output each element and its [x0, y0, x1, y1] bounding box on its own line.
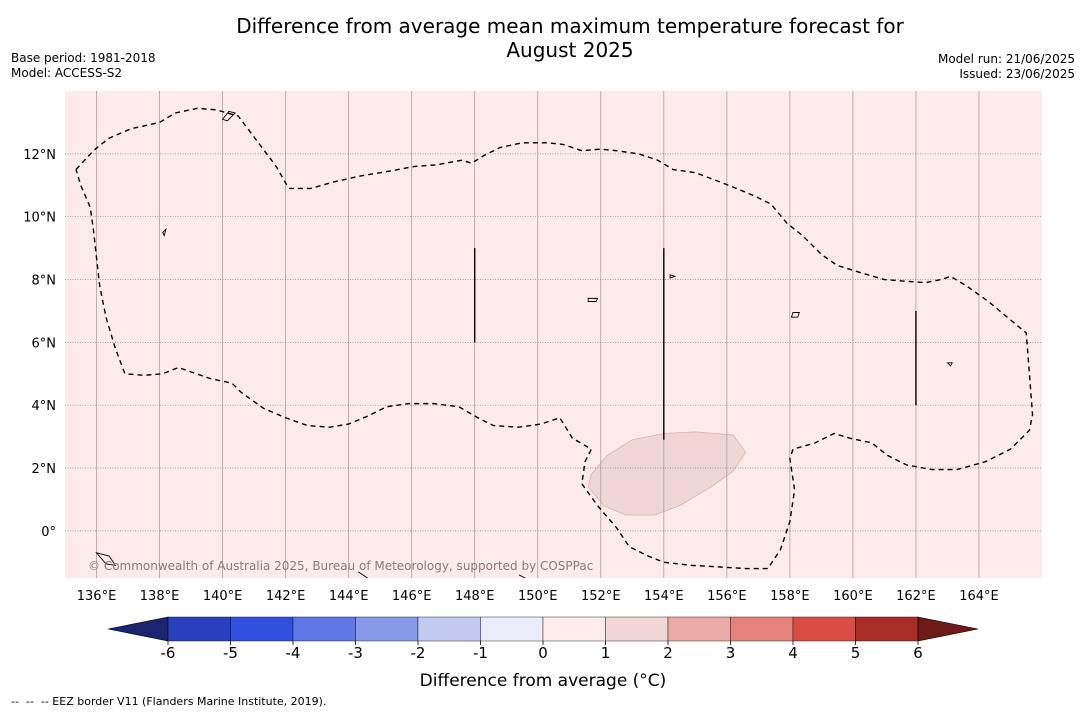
- map-panel: © Commonwealth of Australia 2025, Bureau…: [23, 91, 1042, 604]
- colorbar-segment: [292, 616, 356, 642]
- longitude-tick-label: 144°E: [329, 589, 369, 604]
- colorbar-segment: [167, 616, 231, 642]
- colorbar-tick-label: -5: [223, 644, 238, 662]
- longitude-tick-label: 156°E: [707, 589, 747, 604]
- colorbar-tick-label: -2: [411, 644, 426, 662]
- longitude-tick-label: 142°E: [266, 589, 306, 604]
- latitude-tick-label: 4°N: [32, 399, 57, 414]
- longitude-tick-label: 160°E: [833, 589, 873, 604]
- longitude-tick-label: 162°E: [896, 589, 936, 604]
- map-title: Difference from average mean maximum tem…: [0, 14, 1085, 62]
- colorbar-segment: [792, 616, 856, 642]
- colorbar-segment: [605, 616, 669, 642]
- anomaly-region-1-to-2: [587, 431, 747, 516]
- colorbar-label: Difference from average (°C): [420, 671, 667, 691]
- colorbar-segment: [417, 616, 481, 642]
- colorbar: -6 -5 -4 -3 -2 -1 0 1 2 3 4 5 6 Difference from avera…: [107, 616, 979, 691]
- island-outline: [221, 110, 237, 122]
- map-background: [65, 91, 1042, 578]
- island-outline: [518, 574, 526, 578]
- colorbar-tick-label: 2: [663, 644, 673, 662]
- colorbar-max-extension: [917, 616, 979, 642]
- colorbar-segment: [355, 616, 419, 642]
- colorbar-segment: [480, 616, 544, 642]
- colorbar-segment: [667, 616, 731, 642]
- model-name: Model: ACCESS-S2: [11, 66, 123, 80]
- colorbar-tick-label: -1: [473, 644, 488, 662]
- latitude-tick-label: 12°N: [23, 148, 56, 163]
- island-outline: [790, 312, 800, 318]
- island-outline: [357, 571, 368, 578]
- longitude-tick-label: 138°E: [140, 589, 180, 604]
- colorbar-tick-label: -3: [348, 644, 363, 662]
- eez-border: [75, 107, 1034, 570]
- colorbar-tick-label: 5: [851, 644, 861, 662]
- colorbar-tick-label: -6: [161, 644, 176, 662]
- copyright-notice: © Commonwealth of Australia 2025, Bureau…: [88, 559, 593, 573]
- longitude-tick-label: 158°E: [770, 589, 810, 604]
- island-outline: [95, 552, 117, 567]
- longitude-tick-label: 140°E: [203, 589, 243, 604]
- run-info: Model run: 21/06/2025 Issued: 23/06/2025: [938, 52, 1075, 82]
- colorbar-tick-label: 1: [601, 644, 611, 662]
- colorbar-tick-label: 6: [913, 644, 923, 662]
- title-line-1: Difference from average mean maximum tem…: [236, 14, 904, 38]
- model-run-date: Model run: 21/06/2025: [937, 52, 1075, 66]
- model-info: Base period: 1981-2018 Model: ACCESS-S2: [11, 51, 156, 81]
- longitude-tick-label: 154°E: [644, 589, 684, 604]
- colorbar-tick-label: 4: [788, 644, 798, 662]
- latitude-tick-label: 0°: [41, 525, 56, 540]
- colorbar-tick-label: 0: [538, 644, 548, 662]
- colorbar-segment: [230, 616, 294, 642]
- island-outline: [946, 362, 953, 367]
- latitude-tick-label: 6°N: [32, 336, 57, 351]
- longitude-tick-label: 148°E: [455, 589, 495, 604]
- longitude-tick-label: 146°E: [392, 589, 432, 604]
- map-content: © Commonwealth of Australia 2025, Bureau…: [65, 91, 1042, 578]
- latitude-tick-label: 2°N: [32, 462, 57, 477]
- longitude-tick-label: 136°E: [77, 589, 117, 604]
- colorbar-tick-label: 3: [726, 644, 736, 662]
- colorbar-tick-label: -4: [286, 644, 301, 662]
- colorbar-min-extension: [107, 616, 169, 642]
- colorbar-segment: [542, 616, 606, 642]
- eez-footnote: -- -- -- EEZ border V11 (Flanders Marine…: [11, 695, 327, 708]
- island-outline: [669, 274, 677, 279]
- base-period: Base period: 1981-2018: [11, 51, 156, 65]
- island-outline: [162, 227, 167, 237]
- colorbar-segment: [730, 616, 794, 642]
- longitude-tick-label: 164°E: [959, 589, 999, 604]
- latitude-tick-label: 8°N: [32, 274, 57, 289]
- longitude-tick-label: 152°E: [581, 589, 621, 604]
- issued-date: Issued: 23/06/2025: [959, 67, 1075, 81]
- colorbar-segment: [855, 616, 919, 642]
- island-outline: [587, 297, 599, 302]
- latitude-tick-label: 10°N: [23, 211, 56, 226]
- longitude-tick-label: 150°E: [518, 589, 558, 604]
- title-line-2: August 2025: [506, 38, 634, 62]
